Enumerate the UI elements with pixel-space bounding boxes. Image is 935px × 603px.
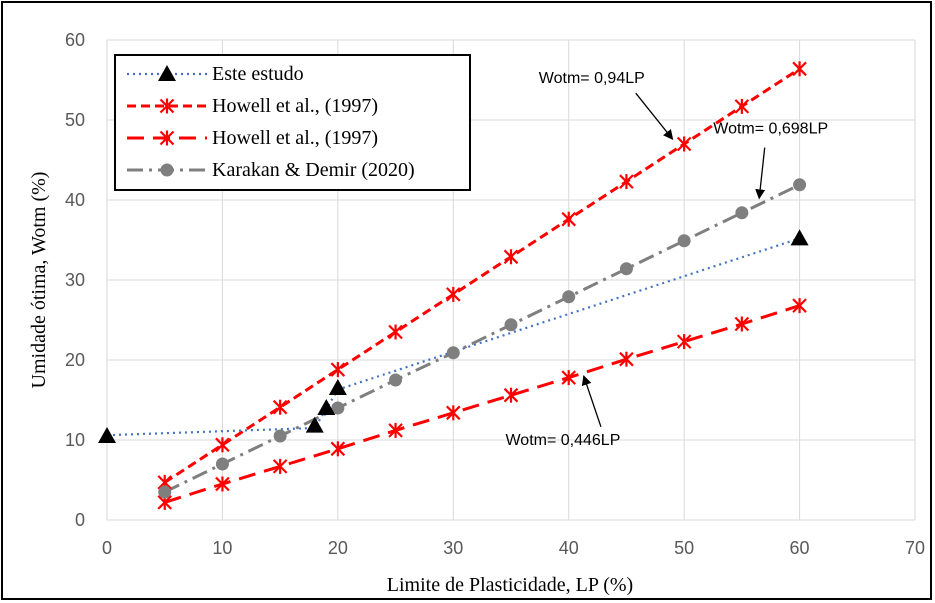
data-point-series-3 — [158, 485, 172, 499]
data-point-series-3 — [331, 401, 345, 415]
y-tick-label: 10 — [65, 430, 85, 450]
data-point-series-2 — [215, 476, 230, 492]
series-line-1 — [163, 67, 801, 484]
data-point-series-2 — [734, 316, 750, 332]
legend-label-1: Howell et al., (1997) — [212, 95, 378, 117]
data-point-series-1 — [503, 249, 519, 265]
annotation-label: Wotm= 0,94LP — [539, 70, 645, 87]
data-point-series-0 — [317, 399, 336, 415]
data-point-series-3 — [215, 457, 229, 471]
legend-box — [114, 54, 471, 191]
data-point-series-1 — [330, 362, 346, 378]
x-tick-label: 70 — [905, 538, 925, 558]
data-point-series-1 — [792, 61, 807, 77]
data-point-series-1 — [272, 399, 288, 415]
annotations: Wotm= 0,94LP Wotm= 0,698LP Wotm= 0,446LP — [505, 70, 828, 449]
data-point-series-3 — [677, 234, 691, 248]
data-point-series-2 — [330, 441, 346, 457]
series-line-2 — [164, 304, 801, 504]
data-point-series-3 — [504, 318, 518, 332]
y-tick-label: 60 — [65, 30, 85, 50]
data-point-series-2 — [619, 351, 634, 367]
data-point-series-3 — [389, 373, 403, 387]
annotation-arrow — [581, 375, 602, 428]
data-point-series-3 — [619, 262, 633, 276]
data-point-series-2 — [503, 387, 519, 403]
y-axis-title: Umidade ótima, Wotm (%) — [28, 172, 50, 389]
y-tick-label: 20 — [65, 350, 85, 370]
data-point-series-1 — [676, 136, 692, 152]
data-point-series-3 — [735, 206, 749, 220]
x-tick-label: 60 — [790, 538, 810, 558]
data-point-series-0 — [790, 229, 809, 246]
legend-label-2: Howell et al., (1997) — [212, 127, 378, 149]
series-line-0 — [106, 237, 800, 437]
data-point-series-2 — [388, 422, 403, 438]
legend-marker-2 — [159, 130, 175, 146]
annotation-arrow — [755, 147, 766, 200]
data-point-series-3 — [562, 290, 576, 304]
data-point-series-2 — [676, 334, 692, 350]
legend-marker-0 — [158, 65, 176, 81]
data-point-series-1 — [734, 98, 750, 114]
x-tick-label: 40 — [559, 538, 579, 558]
data-point-series-0 — [305, 416, 324, 433]
tick-labels: 0 10 20 30 40 50 60 0 10 20 30 40 50 60 70 — [65, 30, 925, 558]
x-tick-label: 10 — [212, 538, 232, 558]
data-point-series-1 — [561, 211, 576, 227]
y-tick-label: 30 — [65, 270, 85, 290]
x-axis-title: Limite de Plasticidade, LP (%) — [387, 574, 633, 596]
series-line-3 — [164, 183, 801, 494]
data-point-series-2 — [561, 370, 576, 386]
y-tick-label: 0 — [75, 510, 85, 530]
y-tick-label: 50 — [65, 110, 85, 130]
data-point-series-1 — [446, 286, 461, 302]
data-point-series-1 — [388, 324, 403, 340]
x-tick-label: 20 — [328, 538, 348, 558]
legend-label-0: Este estudo — [212, 63, 304, 85]
legend-marker-1 — [159, 98, 175, 114]
x-tick-label: 50 — [674, 538, 694, 558]
x-tick-label: 30 — [443, 538, 463, 558]
data-point-series-0 — [328, 379, 347, 395]
data-point-series-2 — [792, 298, 807, 314]
data-point-series-1 — [215, 437, 230, 453]
annotation-label: Wotm= 0,446LP — [505, 432, 620, 449]
data-point-series-1 — [619, 174, 634, 190]
y-tick-label: 40 — [65, 190, 85, 210]
plot-area — [98, 61, 809, 510]
x-tick-label: 0 — [102, 538, 112, 558]
data-point-series-0 — [98, 427, 116, 443]
data-point-series-3 — [273, 429, 287, 443]
data-point-series-3 — [793, 178, 807, 192]
legend: Este estudo Howell et al., (1997) Howell e… — [114, 54, 471, 191]
annotation-label: Wotm= 0,698LP — [713, 121, 828, 138]
data-point-series-2 — [272, 458, 288, 474]
data-point-series-3 — [446, 346, 460, 360]
annotation-arrow — [635, 92, 674, 140]
legend-marker-3 — [160, 163, 174, 177]
data-point-series-2 — [446, 405, 461, 421]
legend-label-3: Karakan & Demir (2020) — [212, 159, 415, 181]
